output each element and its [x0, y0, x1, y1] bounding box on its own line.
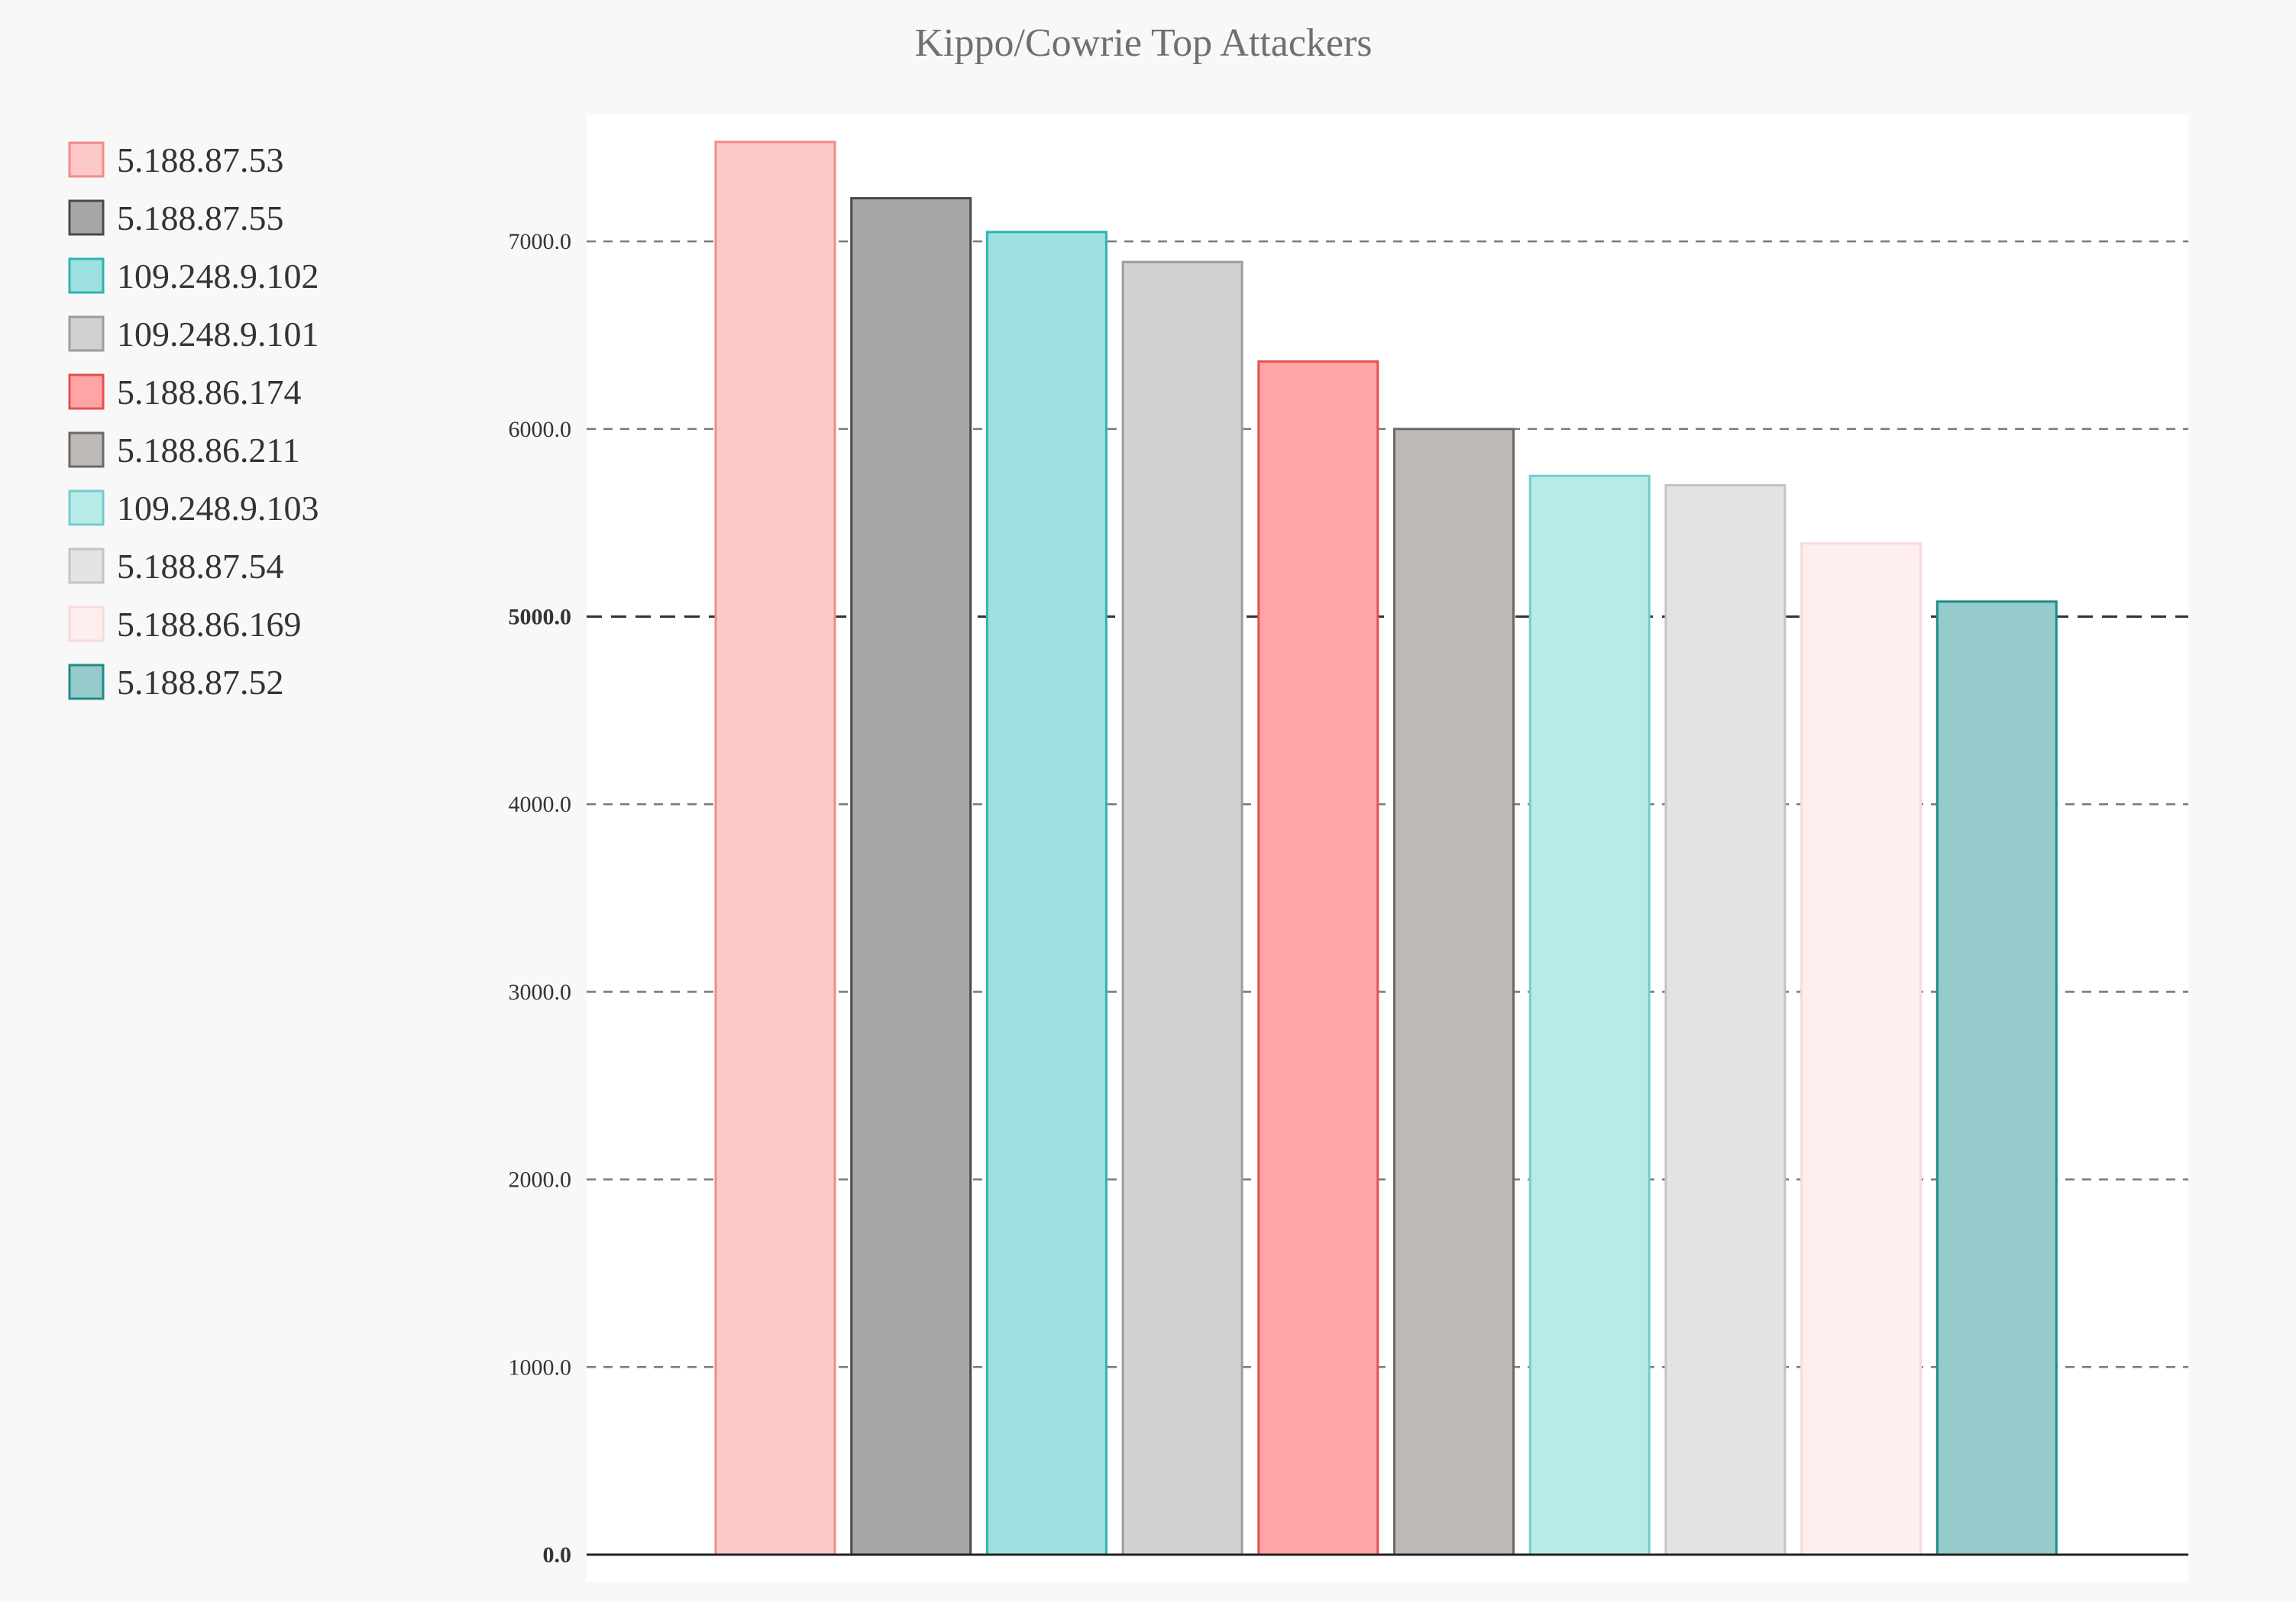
legend-item: 109.248.9.101: [68, 315, 319, 354]
legend-label: 5.188.86.211: [117, 431, 300, 470]
legend-swatch: [68, 606, 105, 642]
legend-label: 109.248.9.101: [117, 315, 319, 354]
y-tick-label: 3000.0: [509, 980, 572, 1005]
legend-swatch: [68, 431, 105, 468]
legend-item: 5.188.87.55: [68, 199, 284, 237]
legend-swatch: [68, 489, 105, 526]
legend-label: 109.248.9.103: [117, 489, 319, 528]
legend-item: 5.188.86.169: [68, 605, 302, 644]
bar-109-248-9-103: [1528, 474, 1651, 1556]
bar-5-188-87-52: [1935, 600, 2058, 1556]
legend-label: 5.188.87.52: [117, 663, 284, 702]
legend-label: 5.188.87.54: [117, 547, 284, 586]
bar-109-248-9-101: [1121, 260, 1243, 1556]
legend-swatch: [68, 315, 105, 352]
bar-5-188-87-53: [714, 140, 836, 1556]
legend-item: 5.188.87.54: [68, 547, 284, 586]
y-tick-label: 5000.0: [509, 605, 572, 630]
y-tick-label: 4000.0: [509, 792, 572, 817]
bars: [714, 140, 2058, 1556]
legend-item: 109.248.9.103: [68, 489, 319, 528]
y-tick-label: 0.0: [543, 1542, 572, 1568]
legend-swatch: [68, 199, 105, 236]
legend-swatch: [68, 141, 105, 178]
bar-5-188-87-55: [850, 197, 972, 1556]
y-tick-label: 6000.0: [509, 417, 572, 442]
legend-item: 5.188.86.174: [68, 373, 302, 412]
legend-label: 5.188.86.169: [117, 605, 302, 644]
legend-swatch: [68, 664, 105, 700]
bar-5-188-87-54: [1664, 484, 1787, 1556]
legend-item: 109.248.9.102: [68, 257, 319, 296]
chart-title: Kippo/Cowrie Top Attackers: [914, 21, 1372, 65]
bar-5-188-86-169: [1800, 542, 1922, 1556]
legend-item: 5.188.87.53: [68, 140, 284, 179]
bar-109-248-9-102: [985, 231, 1108, 1556]
legend-label: 5.188.87.55: [117, 199, 284, 237]
y-tick-label: 7000.0: [509, 229, 572, 254]
legend-label: 5.188.87.53: [117, 140, 284, 179]
y-axis-ticks: 0.0 1000.0 2000.0 3000.0 4000.0 5000.0 6000.0 7…: [509, 229, 572, 1568]
bar-5-188-86-174: [1257, 360, 1379, 1556]
legend-item: 5.188.86.211: [68, 431, 300, 470]
y-tick-label: 2000.0: [509, 1168, 572, 1193]
y-tick-label: 1000.0: [509, 1355, 572, 1380]
legend-item: 5.188.87.52: [68, 663, 284, 702]
bar-5-188-86-211: [1393, 428, 1515, 1556]
legend-swatch: [68, 257, 105, 294]
legend-label: 109.248.9.102: [117, 257, 319, 296]
legend-swatch: [68, 547, 105, 584]
legend-label: 5.188.86.174: [117, 373, 302, 412]
legend-swatch: [68, 373, 105, 410]
legend: 5.188.87.53 5.188.87.55 109.248.9.102 109.2…: [68, 140, 319, 702]
